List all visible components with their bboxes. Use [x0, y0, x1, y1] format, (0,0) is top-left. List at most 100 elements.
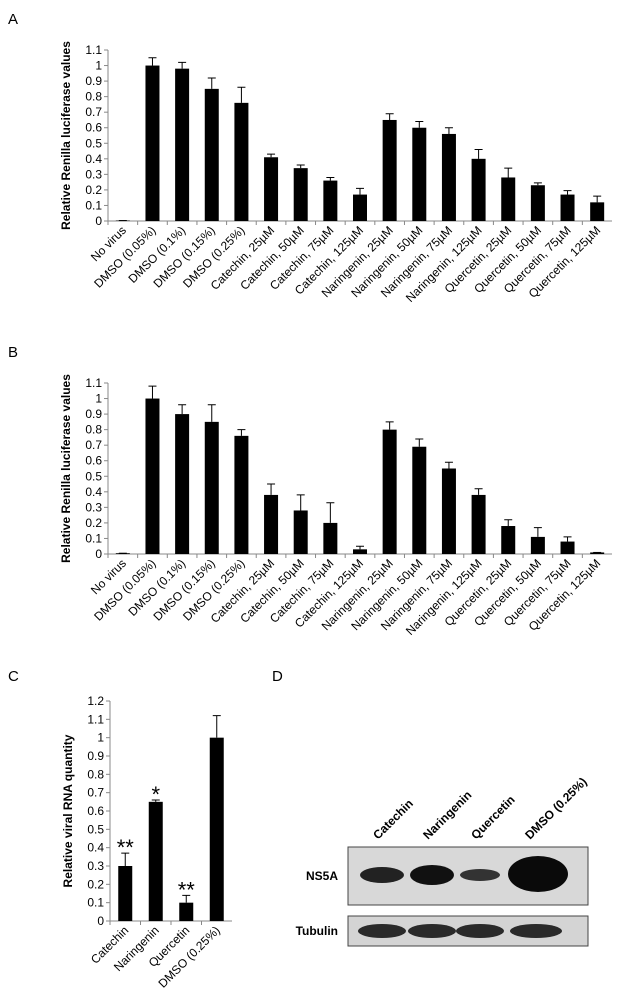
error-bar — [356, 187, 364, 195]
y-tick-label: 0.8 — [85, 90, 102, 104]
y-tick-label: 0.1 — [87, 896, 104, 910]
bar — [590, 552, 605, 554]
y-tick-label: 0.9 — [85, 407, 102, 421]
y-tick-label: 0.3 — [85, 500, 102, 514]
bar — [175, 68, 190, 222]
blot-lane-label: Quercetin — [468, 793, 518, 843]
bar — [148, 801, 163, 921]
blot: NS5A Tubulin Catechin Naringenin Quercet… — [296, 775, 590, 947]
error-bar — [385, 421, 394, 430]
bar — [293, 168, 308, 221]
blot-lane-label: DMSO (0.25%) — [522, 775, 589, 842]
y-tick-label: 0.8 — [85, 423, 102, 437]
band — [410, 865, 454, 885]
y-tick-label: 0.6 — [85, 121, 102, 135]
bar — [560, 194, 575, 221]
y-tick-label: 0.6 — [87, 804, 104, 818]
error-bar — [178, 404, 187, 415]
bar — [353, 549, 367, 554]
error-bar — [296, 164, 305, 169]
y-tick-label: 0.5 — [87, 822, 104, 836]
blot-row-label: Tubulin — [296, 924, 338, 938]
panel-label: A — [8, 11, 18, 28]
bar — [323, 522, 338, 554]
significance-label: * — [151, 782, 160, 807]
band — [456, 924, 504, 938]
bar — [441, 468, 456, 554]
bar — [530, 536, 545, 554]
bar — [501, 526, 516, 554]
error-bar — [207, 404, 216, 422]
y-tick-label: 0 — [95, 214, 102, 228]
error-bar — [504, 519, 513, 527]
y-axis-title: Relative viral RNA quantity — [61, 734, 75, 887]
bar — [412, 127, 427, 221]
error-bar — [474, 488, 483, 495]
y-tick-label: 0.3 — [85, 167, 102, 181]
error-bar — [326, 502, 335, 523]
error-bar — [533, 182, 542, 186]
y-tick-label: 0.9 — [85, 74, 102, 88]
y-tick-label: 0.7 — [87, 786, 104, 800]
panel-label: C — [8, 668, 19, 685]
blot-row-label: NS5A — [306, 869, 338, 883]
bar — [264, 157, 279, 221]
error-bar — [267, 153, 276, 158]
error-bar — [385, 113, 394, 120]
bar — [175, 414, 190, 554]
error-bar — [415, 121, 424, 128]
y-tick-label: 1 — [95, 392, 102, 406]
error-bar — [267, 483, 276, 495]
y-tick-label: 0.4 — [87, 841, 104, 855]
y-tick-label: 0.6 — [85, 454, 102, 468]
y-tick-label: 0.1 — [85, 198, 102, 212]
error-bar — [148, 385, 157, 399]
bar — [204, 421, 219, 554]
bar — [412, 446, 427, 554]
y-tick-label: 0.8 — [87, 767, 104, 781]
bar — [501, 177, 516, 221]
band — [358, 924, 406, 938]
bar — [264, 494, 279, 554]
bar — [590, 202, 605, 221]
panel-label: B — [8, 344, 18, 361]
band — [408, 924, 456, 938]
bar — [118, 866, 133, 921]
blot-lane-label: Naringenin — [420, 788, 474, 842]
error-bar — [212, 715, 221, 738]
y-tick-label: 0.1 — [85, 531, 102, 545]
error-bar — [504, 167, 513, 178]
error-bar — [444, 461, 453, 469]
bar — [471, 158, 486, 221]
band — [510, 924, 562, 938]
y-tick-label: 0.2 — [85, 183, 102, 197]
error-bar — [207, 77, 216, 89]
y-tick-label: 1 — [95, 59, 102, 73]
y-tick-label: 0.7 — [85, 438, 102, 452]
error-bar — [533, 527, 542, 537]
bar — [204, 88, 219, 221]
y-tick-label: 1 — [97, 731, 104, 745]
bar — [234, 102, 249, 221]
bar — [530, 185, 545, 221]
bar — [209, 737, 224, 921]
error-bar — [563, 536, 572, 542]
y-axis-title: Relative Renilla luciferase values — [59, 41, 73, 230]
y-tick-label: 0 — [97, 914, 104, 928]
band — [508, 856, 568, 892]
significance-label: ** — [178, 877, 196, 902]
error-bar — [237, 429, 246, 436]
band — [460, 869, 500, 881]
y-tick-label: 0.4 — [85, 152, 102, 166]
y-tick-label: 0.7 — [85, 105, 102, 119]
error-bar — [563, 190, 572, 195]
error-bar — [444, 127, 453, 134]
error-bar — [182, 894, 191, 903]
blot-lane-label: Catechin — [370, 796, 416, 842]
error-bar — [121, 852, 130, 866]
bar — [441, 133, 456, 221]
band — [360, 867, 404, 883]
significance-label: ** — [117, 835, 135, 860]
y-tick-label: 1.1 — [85, 376, 102, 390]
